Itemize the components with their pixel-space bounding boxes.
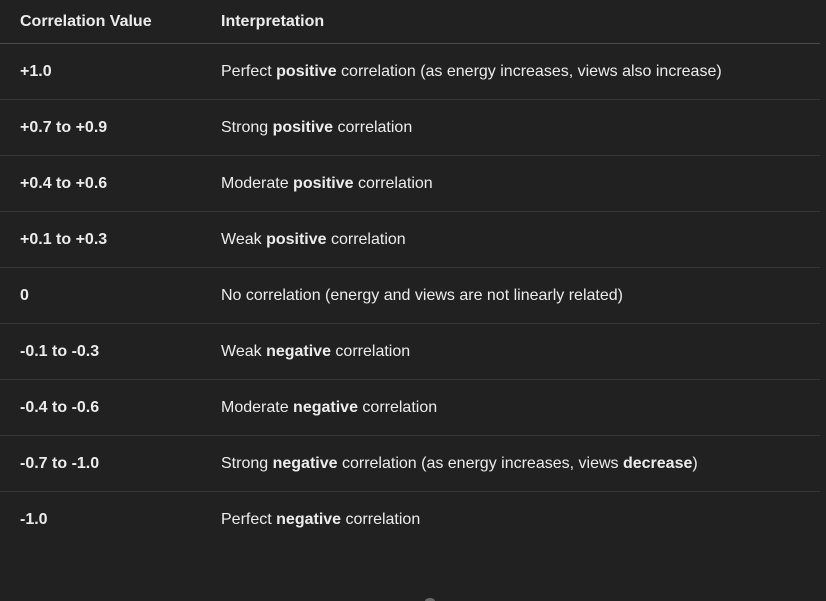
interpretation-emphasis: positive xyxy=(293,174,354,192)
interpretation-text: correlation (as energy increases, views xyxy=(337,454,623,472)
interpretation-text: Weak xyxy=(221,342,267,360)
interpretation-text: Moderate xyxy=(221,174,294,192)
interpretation-cell: Strong positive correlation xyxy=(221,99,820,156)
interpretation-text: correlation xyxy=(333,118,413,136)
interpretation-text: Perfect xyxy=(221,62,277,80)
correlation-value-cell: +0.7 to +0.9 xyxy=(0,99,221,156)
header-row: Correlation Value Interpretation xyxy=(0,0,820,44)
interpretation-cell: Perfect positive correlation (as energy … xyxy=(221,43,820,100)
interpretation-emphasis: negative xyxy=(276,510,342,528)
interpretation-cell: Weak positive correlation xyxy=(221,211,820,268)
interpretation-emphasis: negative xyxy=(293,398,358,416)
interpretation-text: correlation xyxy=(357,398,438,416)
interpretation-emphasis: positive xyxy=(272,118,334,136)
interpretation-cell: Moderate negative correlation xyxy=(221,379,820,436)
correlation-value-cell: +0.4 to +0.6 xyxy=(0,155,221,212)
correlation-value-cell: +1.0 xyxy=(0,43,221,100)
interpretation-cell: Moderate positive correlation xyxy=(221,155,820,212)
interpretation-emphasis: positive xyxy=(276,62,337,80)
correlation-value-cell: +0.1 to +0.3 xyxy=(0,211,221,268)
table-row: +0.7 to +0.9 Strong positive correlation xyxy=(0,99,820,156)
table-row: 0 No correlation (energy and views are no… xyxy=(0,267,820,324)
correlation-value-cell: -1.0 xyxy=(20,510,48,528)
interpretation-cell: Weak negative correlation xyxy=(221,323,820,380)
interpretation-text: Moderate xyxy=(221,398,294,416)
interpretation-text: correlation xyxy=(326,230,406,248)
header-correlation-value: Correlation Value xyxy=(0,0,221,44)
interpretation-text: Weak xyxy=(221,230,267,248)
table-row: -1.0 Perfect negative correlation xyxy=(0,492,820,548)
interpretation-text: Strong xyxy=(221,118,273,136)
table-row: -0.7 to -1.0 Strong negative correlation … xyxy=(0,435,820,492)
table-row: +0.1 to +0.3 Weak positive correlation xyxy=(0,211,820,268)
interpretation-text: ) xyxy=(692,454,698,472)
table-header: Correlation Value Interpretation xyxy=(0,0,820,44)
header-interpretation: Interpretation xyxy=(221,0,820,44)
interpretation-cell: Perfect negative correlation xyxy=(221,492,820,548)
table-row: +0.4 to +0.6 Moderate positive correlatio… xyxy=(0,155,820,212)
table-row: -0.4 to -0.6 Moderate negative correlatio… xyxy=(0,379,820,436)
table-body: +1.0 Perfect positive correlation (as ene… xyxy=(0,43,820,548)
interpretation-emphasis: decrease xyxy=(622,454,693,472)
correlation-table: Correlation Value Interpretation +1.0 Per… xyxy=(0,0,820,548)
interpretation-text: correlation (as energy increases, views … xyxy=(336,62,722,80)
interpretation-emphasis: positive xyxy=(266,230,327,248)
interpretation-text: Perfect xyxy=(221,510,277,528)
interpretation-emphasis: negative xyxy=(272,454,338,472)
interpretation-cell: No correlation (energy and views are not… xyxy=(221,267,820,324)
interpretation-text: correlation xyxy=(330,342,411,360)
interpretation-emphasis: negative xyxy=(266,342,331,360)
interpretation-text: No correlation (energy and views are not… xyxy=(221,286,623,304)
table-row: +1.0 Perfect positive correlation (as ene… xyxy=(0,43,820,100)
interpretation-text: correlation xyxy=(341,510,421,528)
correlation-value-cell: -0.4 to -0.6 xyxy=(0,379,221,436)
interpretation-text: correlation xyxy=(353,174,433,192)
interpretation-text: Strong xyxy=(221,454,273,472)
scroll-indicator[interactable] xyxy=(425,598,435,601)
interpretation-cell: Strong negative correlation (as energy i… xyxy=(221,435,820,492)
correlation-value-cell: -0.7 to -1.0 xyxy=(0,435,221,492)
table-row: -0.1 to -0.3 Weak negative correlation xyxy=(0,323,820,380)
correlation-value-cell: -0.1 to -0.3 xyxy=(0,323,221,380)
correlation-value-cell: 0 xyxy=(0,267,221,324)
